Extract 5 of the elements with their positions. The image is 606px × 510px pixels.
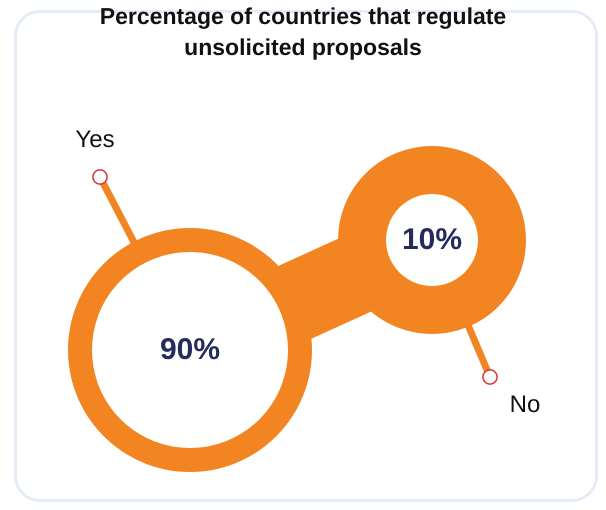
data-label: 10% (402, 223, 462, 256)
category-label: No (510, 391, 540, 418)
data-label: 90% (160, 333, 220, 366)
category-label: Yes (75, 126, 115, 153)
text: Percentage of countries that regulate unsolicited proposals (100, 3, 506, 60)
